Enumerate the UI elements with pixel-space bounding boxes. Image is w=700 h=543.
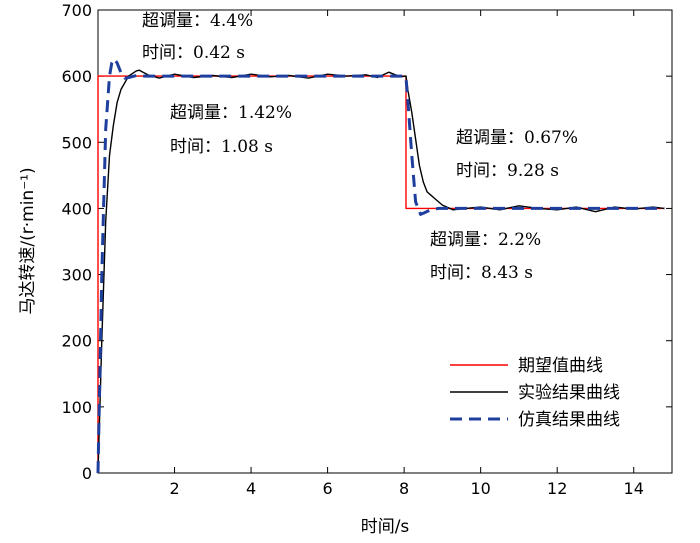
legend-label-experimental: 实验结果曲线 — [518, 383, 620, 403]
legend-label-expected: 期望值曲线 — [518, 356, 603, 376]
y-tick-label: 500 — [61, 133, 92, 152]
x-tick-label: 4 — [246, 479, 256, 498]
y-tick-label: 200 — [61, 332, 92, 351]
series-layer — [96, 57, 665, 474]
legend-label-simulation: 仿真结果曲线 — [518, 410, 620, 430]
y-tick-label: 400 — [61, 199, 92, 218]
annotation-3-overshoot: 超调量：0.67% — [456, 128, 578, 148]
series-experimental-line — [97, 69, 665, 474]
x-tick-label: 10 — [470, 479, 490, 498]
plot-frame — [97, 9, 673, 474]
y-tick-label: 700 — [61, 1, 92, 20]
annotation-2-time: 时间：1.08 s — [170, 137, 273, 157]
y-axis-title: 马达转速/(r·min⁻¹) — [18, 167, 38, 314]
x-axis-title: 时间/s — [361, 517, 410, 537]
annotation-4-time: 时间：8.43 s — [430, 263, 533, 283]
x-tick-label: 12 — [547, 479, 567, 498]
y-tick-label: 600 — [61, 67, 92, 86]
annotation-3-time: 时间：9.28 s — [456, 161, 559, 181]
x-tick-label: 8 — [399, 479, 409, 498]
y-tick-label: 100 — [61, 398, 92, 417]
annotation-1-time: 时间：0.42 s — [142, 43, 245, 63]
annotation-2-overshoot: 超调量：1.42% — [170, 103, 292, 123]
x-tick-label: 6 — [323, 479, 333, 498]
series-simulation-line — [96, 57, 665, 474]
legend: 期望值曲线 实验结果曲线 仿真结果曲线 — [450, 356, 620, 430]
annotation-1-overshoot: 超调量：4.4% — [142, 11, 253, 31]
y-tick-label: 0 — [82, 464, 92, 483]
y-tick-label: 300 — [61, 266, 92, 285]
annotation-4-overshoot: 超调量：2.2% — [430, 230, 541, 250]
x-tick-label: 2 — [169, 479, 179, 498]
x-tick-label: 14 — [624, 479, 644, 498]
